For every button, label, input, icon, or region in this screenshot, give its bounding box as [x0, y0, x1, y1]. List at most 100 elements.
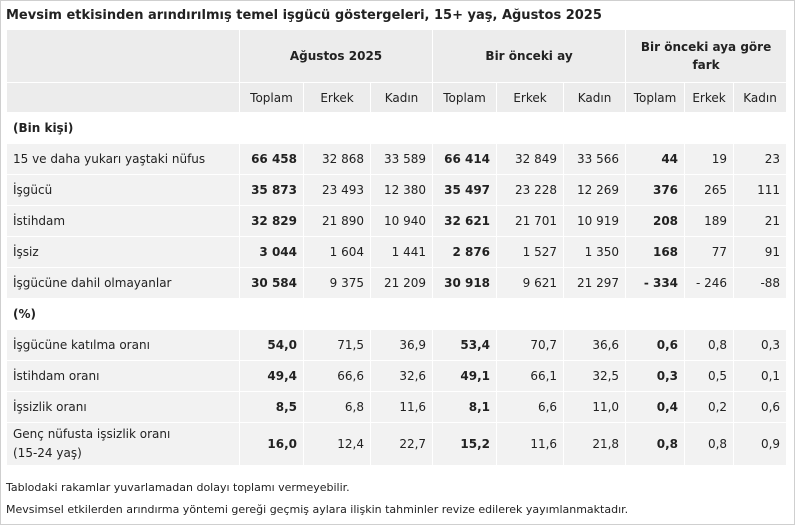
footnote-revision: Mevsimsel etkilerden arındırma yöntemi g… — [6, 503, 629, 516]
row-label: Genç nüfusta işsizlik oranı (15-24 yaş) — [13, 427, 171, 460]
cell: 3 044 — [239, 236, 304, 268]
cell: 36,9 — [369, 329, 434, 361]
cell: 0,6 — [733, 391, 788, 423]
row-label: 15 ve daha yukarı yaştaki nüfus — [6, 143, 240, 175]
cell: 11,6 — [369, 391, 434, 423]
cell: 0,1 — [733, 360, 788, 392]
labour-force-table: Ağustos 2025 Bir önceki ay Bir önceki ay… — [5, 29, 788, 466]
cell: 9 621 — [496, 267, 565, 299]
cell: 0,4 — [625, 391, 686, 423]
cell: 0,2 — [684, 391, 735, 423]
cell: 66,6 — [303, 360, 371, 392]
cell: - 246 — [684, 267, 735, 299]
cell: 0,5 — [684, 360, 735, 392]
row-label: İstihdam — [6, 205, 240, 237]
cell: 1 527 — [496, 236, 565, 268]
section-label-percent: (%) — [5, 298, 788, 330]
cell: 35 873 — [239, 174, 304, 206]
cell: 0,9 — [733, 422, 788, 466]
row-label: İşsizlik oranı — [6, 391, 240, 423]
header-group-current: Ağustos 2025 — [238, 29, 434, 83]
header-sub: Kadın — [733, 82, 788, 113]
cell: 111 — [733, 174, 788, 206]
table-row: İşgücüne dahil olmayanlar 30 584 9 375 2… — [6, 267, 788, 299]
cell: 77 — [684, 236, 735, 268]
row-label: İşgücü — [6, 174, 240, 206]
header-sub: Toplam — [625, 82, 686, 113]
cell: 1 441 — [369, 236, 434, 268]
cell: 44 — [625, 143, 686, 175]
cell: 54,0 — [239, 329, 304, 361]
cell: 32,6 — [369, 360, 434, 392]
cell: 53,4 — [432, 329, 498, 361]
header-sub: Erkek — [684, 82, 735, 113]
cell: 12,4 — [303, 422, 371, 466]
cell: 265 — [684, 174, 735, 206]
header-sub: Kadın — [563, 82, 627, 113]
table-row: İşsizlik oranı 8,5 6,8 11,6 8,1 6,6 11,0… — [6, 391, 788, 423]
table-row: İstihdam oranı 49,4 66,6 32,6 49,1 66,1 … — [6, 360, 788, 392]
cell: 71,5 — [303, 329, 371, 361]
row-label: İşsiz — [6, 236, 240, 268]
cell: 0,8 — [684, 329, 735, 361]
cell: 6,6 — [496, 391, 565, 423]
cell: 11,0 — [563, 391, 627, 423]
table-row: 15 ve daha yukarı yaştaki nüfus 66 458 3… — [6, 143, 788, 175]
cell: 36,6 — [563, 329, 627, 361]
header-sub: Toplam — [239, 82, 304, 113]
header-group-previous: Bir önceki ay — [432, 29, 627, 83]
table-row: İşsiz 3 044 1 604 1 441 2 876 1 527 1 35… — [6, 236, 788, 268]
cell: 21 297 — [563, 267, 627, 299]
cell: 12 380 — [369, 174, 434, 206]
cell: 70,7 — [496, 329, 565, 361]
header-sub: Kadın — [369, 82, 434, 113]
section-label-thousands: (Bin kişi) — [5, 112, 788, 144]
cell: 30 584 — [239, 267, 304, 299]
cell: 189 — [684, 205, 735, 237]
cell: -88 — [733, 267, 788, 299]
cell: 8,1 — [432, 391, 498, 423]
cell: 0,8 — [625, 422, 686, 466]
cell: 35 497 — [432, 174, 498, 206]
cell: 9 375 — [303, 267, 371, 299]
cell: 168 — [625, 236, 686, 268]
cell: 0,3 — [625, 360, 686, 392]
cell: 12 269 — [563, 174, 627, 206]
header-group-difference: Bir önceki aya göre fark — [625, 29, 788, 83]
cell: 30 918 — [432, 267, 498, 299]
cell: 32 868 — [303, 143, 371, 175]
table-title: Mevsim etkisinden arındırılmış temel işg… — [6, 8, 602, 23]
row-label: İstihdam oranı — [6, 360, 240, 392]
row-label: İşgücüne dahil olmayanlar — [6, 267, 240, 299]
cell: 11,6 — [496, 422, 565, 466]
cell: 21 209 — [369, 267, 434, 299]
cell: 33 566 — [563, 143, 627, 175]
table-row: İşgücüne katılma oranı 54,0 71,5 36,9 53… — [6, 329, 788, 361]
cell: 23 493 — [303, 174, 371, 206]
header-sub: Erkek — [496, 82, 565, 113]
cell: - 334 — [625, 267, 686, 299]
cell: 32 829 — [239, 205, 304, 237]
cell: 32,5 — [563, 360, 627, 392]
cell: 8,5 — [239, 391, 304, 423]
cell: 23 228 — [496, 174, 565, 206]
cell: 21 890 — [303, 205, 371, 237]
cell: 0,8 — [684, 422, 735, 466]
cell: 66,1 — [496, 360, 565, 392]
cell: 376 — [625, 174, 686, 206]
header-sub: Erkek — [303, 82, 371, 113]
cell: 32 621 — [432, 205, 498, 237]
row-label-cell: Genç nüfusta işsizlik oranı (15-24 yaş) — [6, 422, 240, 466]
cell: 0,3 — [733, 329, 788, 361]
cell: 6,8 — [303, 391, 371, 423]
cell: 1 604 — [303, 236, 371, 268]
footnote-rounding: Tablodaki rakamlar yuvarlamadan dolayı t… — [6, 481, 350, 494]
cell: 21 — [733, 205, 788, 237]
row-label: İşgücüne katılma oranı — [6, 329, 240, 361]
table-row: Genç nüfusta işsizlik oranı (15-24 yaş) … — [6, 422, 788, 466]
header-corner — [6, 29, 240, 83]
cell: 15,2 — [432, 422, 498, 466]
cell: 23 — [733, 143, 788, 175]
cell: 22,7 — [369, 422, 434, 466]
cell: 66 458 — [239, 143, 304, 175]
